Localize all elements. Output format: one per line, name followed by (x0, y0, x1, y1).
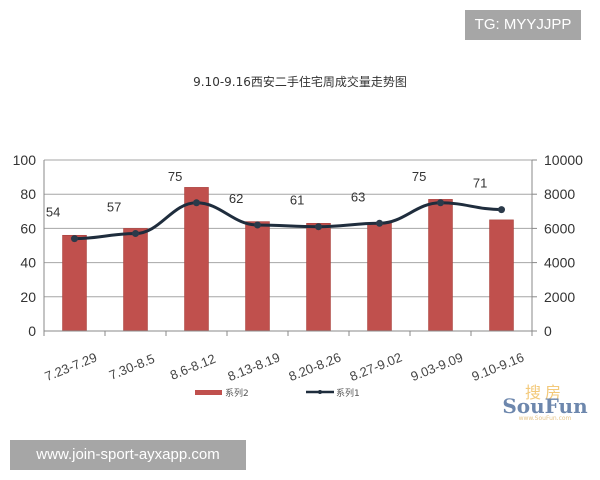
right-axis-tick: 10000 (544, 152, 583, 168)
bar (367, 223, 392, 332)
bar (306, 223, 331, 332)
category-label: 9.10-9.16 (470, 350, 527, 384)
bar (123, 228, 148, 332)
category-label: 7.23-7.29 (43, 350, 100, 384)
line-marker (71, 235, 78, 243)
combo-chart: 54 57 75 62 61 63 75 71 0 20 40 60 80 100 0 2000 4000 60… (13, 152, 584, 399)
watermark-top: TG: MYYJJPP (465, 10, 581, 40)
left-axis-tick: 60 (20, 220, 36, 236)
category-label: 7.30-8.5 (107, 351, 157, 383)
data-label: 61 (290, 193, 304, 208)
gridlines (44, 159, 532, 332)
data-label: 57 (107, 200, 121, 215)
soufun-logo: 搜房 SouFun www.SouFun.com (502, 383, 588, 423)
data-label: 63 (351, 189, 365, 204)
left-axis-tick: 0 (28, 323, 36, 339)
legend-bar-swatch (195, 390, 222, 395)
bar (245, 221, 270, 332)
bar-series (62, 187, 514, 332)
data-label: 71 (473, 176, 487, 191)
right-axis-tick: 0 (544, 323, 552, 339)
legend-label-series2: 系列2 (225, 387, 249, 399)
category-label: 8.13-8.19 (226, 350, 283, 384)
line-marker (376, 219, 383, 227)
legend: 系列2 系列1 (195, 387, 360, 399)
category-label: 9.03-9.09 (409, 350, 466, 384)
left-axis-tick: 20 (20, 289, 36, 305)
chart-title: 9.10-9.16西安二手住宅周成交量走势图 (193, 75, 407, 89)
right-axis-tick: 2000 (544, 289, 575, 305)
category-label: 8.6-8.12 (168, 351, 218, 383)
category-label: 8.20-8.26 (287, 350, 344, 384)
line-marker (498, 206, 505, 214)
bar (489, 219, 514, 332)
line-marker (315, 223, 322, 231)
trend-line (74, 201, 502, 241)
right-axis-tick: 4000 (544, 255, 575, 271)
bar (428, 199, 453, 332)
data-label: 62 (229, 191, 243, 206)
data-label: 54 (46, 205, 60, 220)
line-marker (254, 221, 261, 229)
left-axis-tick: 40 (20, 255, 36, 271)
line-marker (132, 230, 139, 238)
legend-label-series1: 系列1 (336, 387, 360, 399)
watermark-bottom: www.join-sport-ayxapp.com (10, 440, 246, 470)
left-axis-tick: 80 (20, 186, 36, 202)
right-axis-tick: 8000 (544, 186, 575, 202)
bar (184, 187, 209, 332)
data-label: 75 (168, 169, 182, 184)
category-label: 8.27-9.02 (348, 350, 405, 384)
line-series: 54 57 75 62 61 63 75 71 (46, 169, 505, 243)
line-marker (437, 199, 444, 207)
right-axis-tick: 6000 (544, 220, 575, 236)
left-axis-tick: 100 (13, 152, 37, 168)
data-label: 75 (412, 169, 426, 184)
bar (62, 234, 87, 332)
line-marker (193, 199, 200, 207)
